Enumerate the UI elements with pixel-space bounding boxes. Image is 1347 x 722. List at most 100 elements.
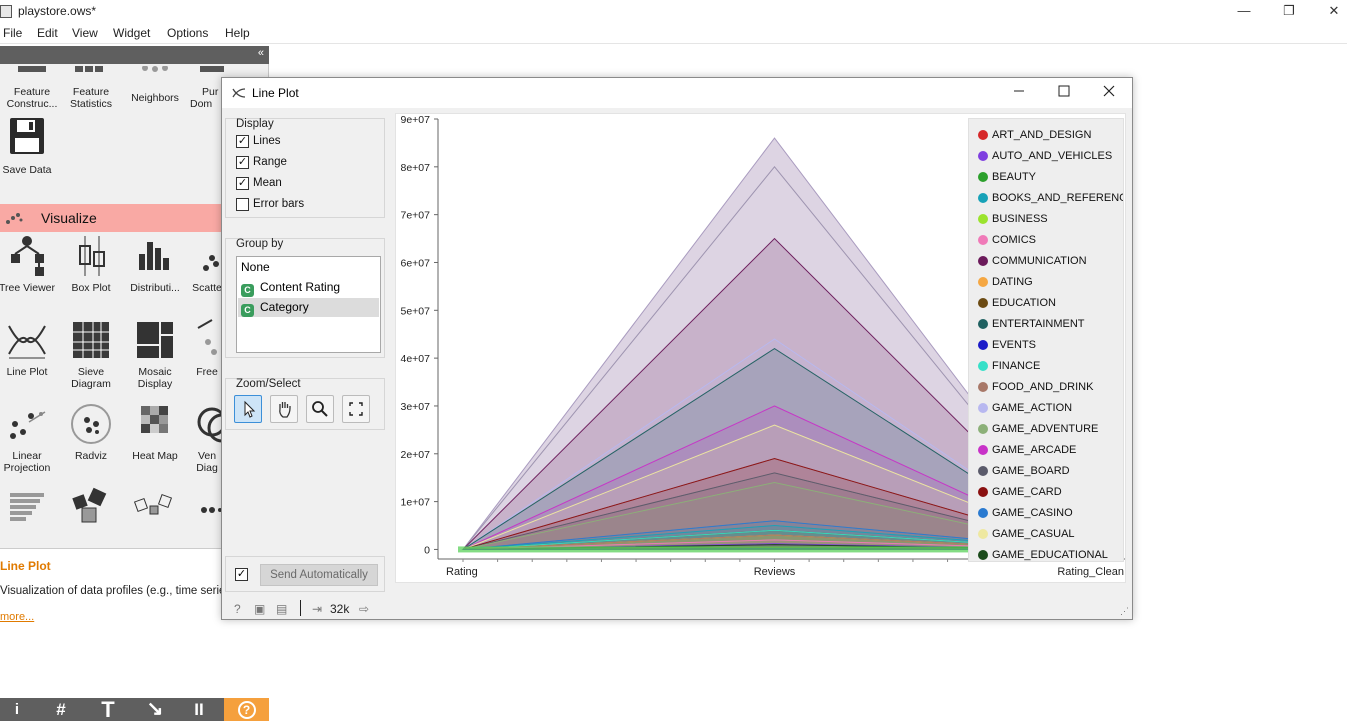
legend-label: DATING [992, 276, 1033, 288]
y-tick-label: 8e+07 [401, 162, 431, 174]
box-plot-icon [69, 234, 113, 278]
zoom-tool-button[interactable] [306, 395, 334, 423]
legend-swatch [978, 550, 988, 560]
widget-tree-viewer[interactable]: Tree Viewer [0, 234, 59, 294]
legend-label: AUTO_AND_VEHICLES [992, 150, 1113, 162]
legend-swatch [978, 487, 988, 497]
select-tool-button[interactable] [234, 395, 262, 423]
widget-sieve-diagram[interactable]: Sieve Diagram [59, 318, 123, 390]
feature-statistics-icon [69, 66, 113, 78]
pythagorean-tree-icon[interactable] [70, 486, 110, 533]
cn2-rule-viewer-icon[interactable] [200, 504, 222, 518]
menu-help[interactable]: Help [225, 26, 250, 40]
widget-radviz[interactable]: Radviz [59, 402, 123, 462]
pan-tool-button[interactable] [270, 395, 298, 423]
legend-label: GAME_BOARD [992, 465, 1070, 477]
legend-label: BEAUTY [992, 171, 1037, 183]
widget-scatter-plot[interactable]: Scatte [192, 234, 222, 294]
send-automatically-checkbox[interactable]: ✓ [235, 568, 248, 581]
help-question-icon[interactable]: ? [234, 602, 241, 616]
legend-label: GAME_CASUAL [992, 528, 1075, 540]
y-tick-label: 1e+07 [401, 497, 431, 509]
help-panel: Line Plot Visualization of data profiles… [0, 548, 269, 698]
line-chart[interactable]: 0 1e+07 2e+07 3e+07 4e+07 5e+07 6e+07 7e+07 8e+0… [396, 114, 1125, 582]
info-button[interactable]: i [14, 701, 20, 718]
widget-neighbors[interactable]: Neighbors [123, 65, 187, 104]
menu-widget[interactable]: Widget [113, 26, 151, 40]
grid-button[interactable]: # [56, 700, 66, 719]
arrow-annotation-button[interactable]: ↘ [146, 698, 164, 720]
status-bar: ? ▣ ▤ ⇥ 32k ⇨ ⋰ [222, 598, 1132, 620]
widget-heat-map[interactable]: Heat Map [123, 402, 187, 462]
restore-button[interactable]: ❐ [1283, 3, 1295, 18]
lp-close-button[interactable] [1094, 82, 1124, 104]
minimize-button[interactable]: — [1237, 3, 1251, 18]
plot-area[interactable]: 0 1e+07 2e+07 3e+07 4e+07 5e+07 6e+07 7e+07 8e+0… [395, 113, 1126, 583]
widget-label: Line Plot [6, 366, 48, 378]
checkbox-icon: ✓ [236, 177, 249, 190]
menu-view[interactable]: View [72, 26, 98, 40]
widget-box-plot[interactable]: Box Plot [59, 234, 123, 294]
legend-label: GAME_ADVENTURE [992, 423, 1099, 435]
legend-swatch [978, 298, 988, 308]
line-plot-icon [5, 318, 49, 362]
widget-feature-constructor[interactable]: Feature Construc... [0, 66, 64, 110]
widget-label: Radviz [74, 450, 108, 462]
visualize-icon [6, 213, 23, 224]
categorical-icon: C [241, 304, 254, 317]
menu-edit[interactable]: Edit [37, 26, 58, 40]
menu-file[interactable]: File [3, 26, 23, 40]
legend-swatch [978, 529, 988, 539]
group-by-item-none[interactable]: None [238, 258, 379, 277]
pause-button[interactable]: II [194, 700, 204, 719]
group-by-item-content-rating[interactable]: C Content Rating [238, 278, 379, 297]
legend-swatch [978, 235, 988, 245]
select-pointer-icon [244, 400, 256, 418]
legend-swatch [978, 193, 988, 203]
widget-feature-statistics[interactable]: Feature Statistics [59, 66, 123, 110]
widget-line-plot[interactable]: Line Plot [0, 318, 59, 378]
close-button[interactable]: ✕ [1328, 3, 1340, 18]
group-by-item-category[interactable]: C Category [238, 298, 379, 317]
silhouette-icon[interactable] [8, 491, 48, 534]
widget-label: Neighbors [131, 92, 179, 104]
tree-viewer-icon [5, 234, 49, 278]
lp-minimize-button[interactable] [1004, 82, 1034, 104]
menu-bar: File Edit View Widget Options Help [0, 24, 1347, 44]
legend-swatch [978, 382, 988, 392]
close-icon [1103, 85, 1115, 97]
widget-label: Heat Map [132, 450, 178, 462]
menu-options[interactable]: Options [167, 26, 209, 40]
report-icon[interactable]: ▤ [276, 602, 288, 616]
pythagorean-forest-icon[interactable] [132, 492, 176, 525]
legend-label: ENTERTAINMENT [992, 318, 1085, 330]
widget-freeviz[interactable]: Free [192, 318, 222, 378]
widget-mosaic-display[interactable]: Mosaic Display [123, 318, 187, 390]
reset-zoom-button[interactable] [342, 395, 370, 423]
send-automatically-button[interactable]: Send Automatically [260, 564, 378, 586]
y-tick-label: 9e+07 [401, 114, 431, 126]
widget-save-data[interactable]: Save Data [0, 116, 59, 176]
panel-header: « [0, 46, 269, 64]
display-title: Display [236, 118, 274, 130]
mosaic-display-icon [133, 318, 177, 362]
lp-maximize-button[interactable] [1049, 82, 1079, 104]
resize-grip-icon[interactable]: ⋰ [1120, 606, 1129, 616]
widget-venn-diagram[interactable]: Ven Diag [192, 402, 222, 474]
legend-label: BOOKS_AND_REFERENCE [992, 192, 1124, 204]
widget-linear-projection[interactable]: Linear Projection [0, 402, 59, 474]
text-annotation-button[interactable]: T [101, 697, 115, 722]
widget-label: Pur Dom [190, 86, 219, 110]
collapse-icon[interactable]: « [257, 47, 264, 59]
widget-distributions[interactable]: Distributi... [123, 234, 187, 294]
help-description: Visualization of data profiles (e.g., ti… [0, 585, 239, 597]
widget-label: Distributi... [130, 282, 180, 294]
group-by-list[interactable]: None C Content Rating C Category [236, 256, 381, 353]
freeviz-icon [192, 318, 222, 362]
y-tick-label: 7e+07 [401, 210, 431, 222]
reset-zoom-icon [349, 402, 363, 416]
help-more-link[interactable]: more... [0, 611, 35, 623]
help-button[interactable]: ? [224, 698, 269, 721]
widget-purge-domain[interactable]: Pur Dom [190, 66, 230, 110]
save-image-icon[interactable]: ▣ [254, 602, 266, 616]
